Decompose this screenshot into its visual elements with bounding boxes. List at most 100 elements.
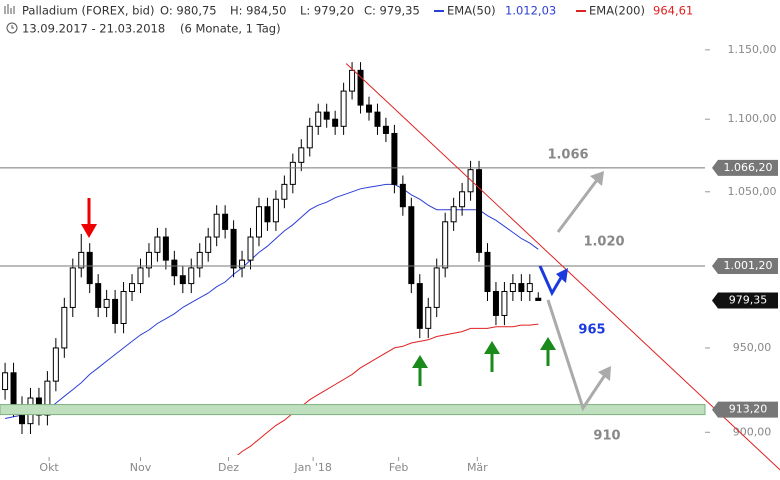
level-label: 1.001,20 <box>724 259 773 272</box>
forecast-arrow <box>556 179 599 233</box>
header: Palladium (FOREX, bid) O: 980,75 H: 984,… <box>4 4 693 36</box>
candle-body <box>255 206 262 238</box>
legend-label: EMA(200) <box>589 4 645 18</box>
candle-body <box>247 236 254 261</box>
candle-body <box>467 169 474 193</box>
annotation: 1.020 <box>583 235 624 250</box>
legend-swatch <box>576 10 586 12</box>
candle-body <box>103 298 110 308</box>
candle-body <box>61 306 68 349</box>
quote: L: 979,20 <box>300 4 354 18</box>
candle-body <box>323 111 330 120</box>
candle-body <box>391 132 398 185</box>
candle-body <box>492 290 499 316</box>
legend-value: 964,61 <box>653 4 693 18</box>
quote: O: 980,75 <box>160 4 217 18</box>
chart-icon <box>4 4 15 14</box>
candle-body <box>69 267 76 308</box>
arrows <box>81 171 611 412</box>
candle-body <box>340 90 347 127</box>
candle-body <box>366 104 373 113</box>
candle-body <box>129 283 136 292</box>
y-tick-label: 1.150,00 <box>728 43 777 56</box>
candle-body <box>357 69 364 106</box>
candle-body <box>112 298 119 324</box>
candle-body <box>179 275 186 285</box>
plot-area <box>2 62 542 455</box>
clock-icon <box>6 22 18 34</box>
annotation: 1.066 <box>547 148 588 163</box>
candle-body <box>484 251 491 292</box>
candle-body <box>281 183 288 200</box>
y-tick-label: 900,00 <box>733 425 772 438</box>
candle-body <box>78 251 85 269</box>
candle-body <box>306 125 313 149</box>
support-band <box>0 404 706 416</box>
x-tick-label: Nov <box>130 461 152 474</box>
candle-body <box>425 306 432 329</box>
x-tick-label: Okt <box>39 461 59 474</box>
candle-body <box>2 372 9 391</box>
level-label-box <box>712 159 778 176</box>
candle-body <box>518 283 525 292</box>
up-arrow-head <box>412 355 428 368</box>
candle-body <box>171 259 178 277</box>
period: (6 Monate, 1 Tag) <box>180 22 281 36</box>
x-tick-label: Mär <box>467 461 488 474</box>
candle-body <box>196 251 203 269</box>
candle-body <box>349 69 356 92</box>
annotation: 910 <box>593 429 620 444</box>
ema-line <box>5 183 539 419</box>
down-arrow-head <box>81 224 97 238</box>
blue-arrow-head <box>556 268 568 283</box>
candle-body <box>399 183 406 208</box>
candle-body <box>272 198 279 223</box>
candle-body <box>416 283 423 329</box>
up-arrow-head <box>540 337 556 350</box>
y-tick-label: 1.050,00 <box>728 185 777 198</box>
candle-body <box>213 213 220 238</box>
subtitle: 13.09.2017 - 21.03.2018 <box>22 22 165 36</box>
x-tick-label: Feb <box>389 461 408 474</box>
forecast-arrow <box>546 299 607 412</box>
candle-body <box>230 228 237 269</box>
candle-body <box>137 267 144 285</box>
last-price-label: 979,35 <box>729 293 768 306</box>
candle-body <box>10 372 17 408</box>
level-label: 1.066,20 <box>724 161 773 174</box>
candle-body <box>145 251 152 269</box>
candle-body <box>205 236 212 253</box>
candle-body <box>332 118 339 127</box>
candle-body <box>315 111 322 127</box>
blue-path <box>538 265 564 297</box>
candle-body <box>450 206 457 223</box>
x-tick-label: Dez <box>218 461 239 474</box>
chart-title: Palladium (FOREX, bid) <box>22 4 154 18</box>
candle-body <box>459 191 466 208</box>
candle-body <box>535 297 542 301</box>
candle-body <box>52 347 59 382</box>
candle-body <box>188 267 195 285</box>
candle-body <box>442 221 449 269</box>
candle-body <box>239 259 246 269</box>
candle-body <box>162 236 169 261</box>
candle-body <box>120 290 127 324</box>
candle-body <box>95 283 102 308</box>
y-tick-label: 1.100,00 <box>728 112 777 125</box>
candle-body <box>374 111 381 127</box>
candle-body <box>408 206 415 285</box>
candle-body <box>154 236 161 253</box>
clock-hand <box>11 25 14 29</box>
legend-swatch <box>434 10 444 12</box>
up-arrow-head <box>484 341 500 354</box>
annotation: 965 <box>578 323 605 338</box>
legend-value: 1.012,03 <box>505 4 556 18</box>
candle-body <box>501 290 508 316</box>
candle-body <box>382 125 389 134</box>
last-price-box <box>712 292 778 309</box>
candle-body <box>476 169 483 253</box>
up-arrows <box>412 337 556 386</box>
trend-line <box>345 63 780 471</box>
quote: H: 984,50 <box>230 4 286 18</box>
